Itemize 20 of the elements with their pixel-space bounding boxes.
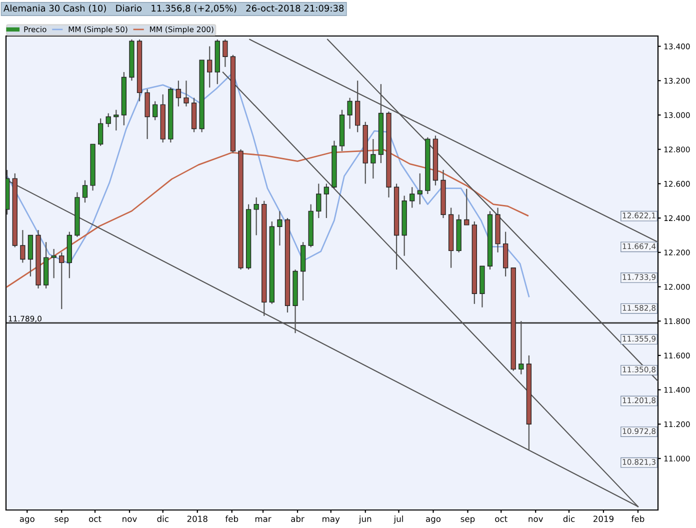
x-tick-label: ago	[426, 517, 441, 524]
x-tick-label: abr	[291, 516, 304, 522]
x-tick-label: 2018	[187, 516, 208, 522]
chart-title: Alemania 30 Cash (10) Diario 11.356,8 (+2,05%) 26-oct-2018 21:09:38	[4, 4, 344, 13]
x-tick-label: jul	[394, 516, 403, 524]
x-tick-label: sep	[54, 517, 69, 524]
x-tick-label: dic	[563, 516, 575, 522]
x-tick-label: ago	[20, 517, 34, 524]
x-tick-label: may	[322, 517, 340, 524]
x-tick-label: feb	[631, 516, 644, 522]
x-tick-label: feb	[225, 516, 238, 522]
x-tick-label: nov	[122, 517, 137, 522]
x-tick-label: oct	[495, 516, 508, 522]
x-tick-label: sep	[460, 517, 475, 524]
x-tick-label: nov	[528, 517, 544, 522]
x-tick-label: 2019	[593, 516, 614, 522]
x-tick-label: mar	[255, 517, 272, 522]
x-tick-label: oct	[88, 516, 102, 522]
x-tick-label: dic	[157, 516, 168, 522]
x-tick-label: jun	[358, 516, 372, 524]
